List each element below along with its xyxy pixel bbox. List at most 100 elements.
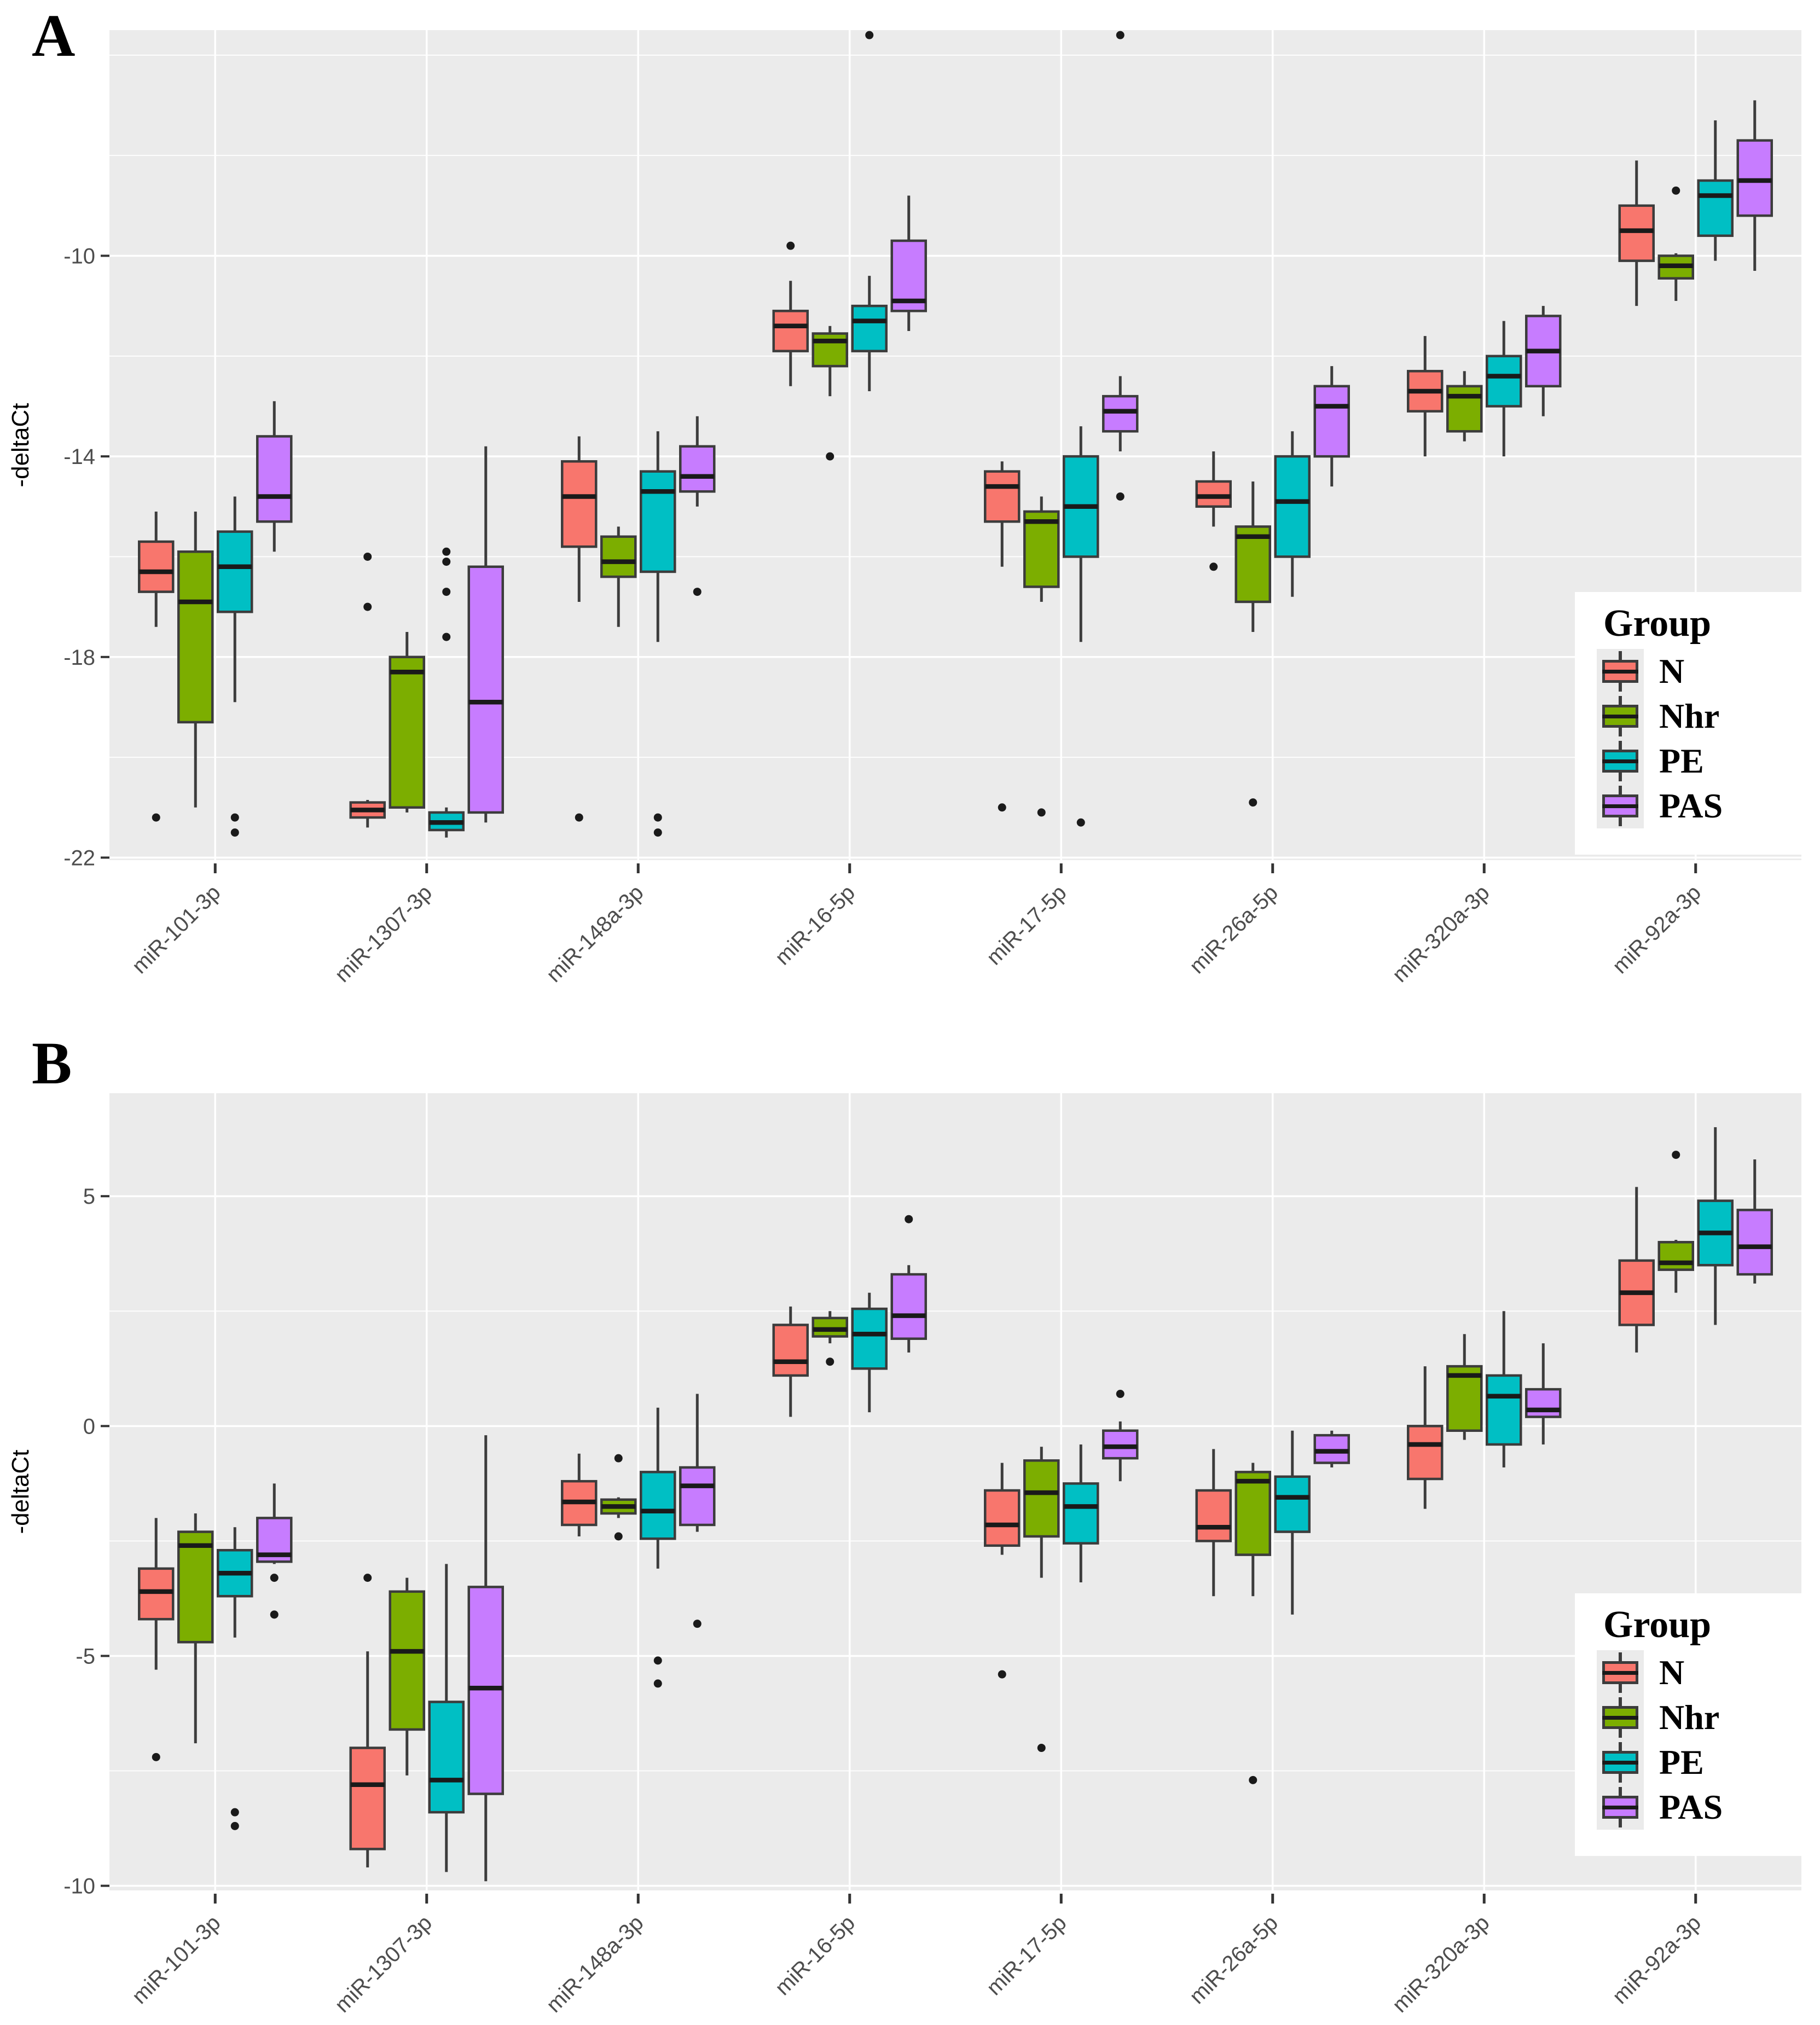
box-N-miR-320a-3p (1407, 1366, 1444, 1509)
outlier-point (1037, 1744, 1046, 1753)
box-PE-miR-101-3p (217, 496, 253, 837)
outlier-point (865, 31, 874, 39)
iqr-box (640, 1471, 676, 1540)
box-PAS-miR-320a-3p (1525, 1343, 1562, 1444)
outlier-point (693, 1620, 702, 1628)
box-PAS-miR-17-5p (1102, 1390, 1139, 1482)
iqr-box (217, 530, 253, 613)
outlier-point (826, 452, 834, 461)
box-N-miR-26a-5p (1195, 1449, 1232, 1597)
iqr-box (1023, 510, 1060, 588)
x-tick-label: miR-92a-3p (1608, 1911, 1706, 2009)
legend-label: PE (1659, 741, 1704, 780)
outlier-point (230, 828, 239, 837)
iqr-box (1486, 1374, 1522, 1446)
box-Nhr-miR-92a-3p (1657, 186, 1694, 301)
legend-key-icon (1597, 1785, 1644, 1830)
iqr-box (600, 535, 637, 578)
outlier-point (363, 1574, 372, 1582)
iqr-box (890, 1273, 927, 1340)
legend-label: Nhr (1659, 697, 1720, 735)
x-tick-label: miR-26a-5p (1185, 1911, 1283, 2009)
iqr-box (812, 332, 848, 368)
x-tick-label: miR-26a-5p (1185, 880, 1283, 978)
box-Nhr-miR-101-3p (177, 511, 214, 808)
box-PAS-miR-92a-3p (1736, 1159, 1773, 1284)
legend-panel-b: Group N Nhr PE PAS (1575, 1593, 1818, 1856)
box-N-miR-1307-3p (349, 552, 386, 828)
panel-a: -10 -14 -18 -22 miR-101-3p miR-1307-3p miR-148… (7, 30, 1801, 987)
legend-label: PAS (1659, 786, 1723, 825)
box-PAS-miR-26a-5p (1313, 366, 1350, 487)
box-PE-miR-92a-3p (1697, 120, 1734, 261)
box-PE-miR-17-5p (1063, 1444, 1099, 1583)
outlier-point (152, 813, 160, 822)
outlier-point (230, 1808, 239, 1817)
legend-entry-pas: PAS (1597, 1785, 1818, 1830)
box-N-miR-101-3p (138, 1518, 175, 1761)
y-tick-label: -14 (63, 445, 95, 469)
box-Nhr-miR-16-5p (812, 326, 848, 461)
x-tick-label: miR-320a-3p (1388, 1911, 1494, 2017)
box-PE-miR-320a-3p (1486, 1311, 1522, 1467)
iqr-box (138, 540, 175, 593)
iqr-box (177, 550, 214, 724)
legend-entry-pas: PAS (1597, 784, 1818, 828)
iqr-box (177, 1530, 214, 1644)
y-tick-label: -18 (63, 646, 95, 670)
box-PE-miR-26a-5p (1274, 1430, 1311, 1615)
outlier-point (1672, 186, 1680, 195)
box-Nhr-miR-17-5p (1023, 1447, 1060, 1753)
iqr-box (1063, 1482, 1099, 1545)
iqr-box (772, 310, 809, 352)
outlier-point (442, 558, 451, 566)
box-Nhr-miR-1307-3p (389, 1577, 425, 1775)
iqr-box (1407, 1425, 1444, 1481)
box-PE-miR-16-5p (851, 1292, 888, 1413)
x-tick-label: miR-1307-3p (331, 880, 437, 987)
x-tick-label: miR-101-3p (127, 880, 225, 978)
iqr-box (1657, 1240, 1694, 1271)
box-PE-miR-320a-3p (1486, 321, 1522, 457)
outlier-point (614, 1454, 623, 1463)
outlier-point (1116, 492, 1125, 501)
x-tick-label: miR-1307-3p (331, 1911, 437, 2017)
box-N-miR-17-5p (984, 1463, 1021, 1679)
iqr-box (1023, 1459, 1060, 1538)
box-Nhr-miR-148a-3p (600, 526, 637, 627)
x-tick-label: miR-320a-3p (1388, 880, 1494, 987)
outlier-point (653, 813, 662, 822)
x-tick-label: miR-16-5p (770, 880, 860, 970)
box-PE-miR-148a-3p (640, 431, 676, 837)
legend-entry-n: N (1597, 1650, 1818, 1695)
x-tick-label: miR-92a-3p (1608, 880, 1706, 978)
outlier-point (575, 813, 583, 822)
box-Nhr-miR-26a-5p (1234, 481, 1271, 807)
box-PAS-miR-148a-3p (679, 1394, 716, 1628)
box-PAS-miR-16-5p (890, 195, 927, 331)
outlier-point (442, 547, 451, 556)
outlier-point (1116, 31, 1125, 39)
box-N-miR-17-5p (984, 461, 1021, 812)
y-axis-title: -deltaCt (7, 403, 34, 487)
legend-entry-pe: PE (1597, 1740, 1818, 1785)
y-tick-label: -10 (63, 244, 95, 268)
outlier-point (653, 1656, 662, 1665)
outlier-point (998, 1670, 1006, 1679)
outlier-point (653, 828, 662, 837)
outlier-point (1076, 818, 1085, 827)
iqr-box (256, 435, 293, 523)
y-tick-label: -10 (63, 1875, 95, 1899)
box-PE-miR-26a-5p (1274, 431, 1311, 597)
iqr-box (679, 1466, 716, 1527)
box-PAS-miR-16-5p (890, 1215, 927, 1353)
iqr-box (984, 470, 1021, 523)
iqr-box (561, 460, 598, 548)
legend-key-icon (1597, 739, 1644, 784)
legend-entry-n: N (1597, 649, 1818, 694)
iqr-box (1274, 1475, 1311, 1533)
panel-b: 5 0 -5 -10 miR-101-3p miR-1307-3p miR-148a-3p m… (7, 1093, 1801, 2017)
box-Nhr-miR-16-5p (812, 1311, 848, 1366)
box-Nhr-miR-17-5p (1023, 496, 1060, 817)
